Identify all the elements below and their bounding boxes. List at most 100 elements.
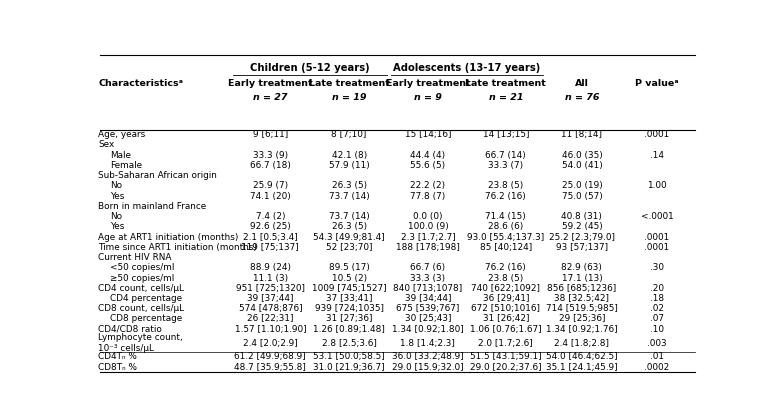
Text: 574 [478;876]: 574 [478;876] (239, 304, 302, 313)
Text: Age at ART1 initiation (months): Age at ART1 initiation (months) (98, 233, 239, 241)
Text: Female: Female (110, 161, 142, 170)
Text: 2.1 [0.5;3.4]: 2.1 [0.5;3.4] (243, 233, 298, 241)
Text: 2.4 [1.8;2.8]: 2.4 [1.8;2.8] (554, 339, 609, 347)
Text: .01: .01 (650, 352, 664, 361)
Text: 25.2 [2.3;79.0]: 25.2 [2.3;79.0] (549, 233, 615, 241)
Text: CD4 count, cells/μL: CD4 count, cells/μL (98, 284, 184, 293)
Text: 54.0 (41): 54.0 (41) (561, 161, 602, 170)
Text: .20: .20 (650, 284, 664, 293)
Text: Yes: Yes (110, 222, 124, 231)
Text: 188 [178;198]: 188 [178;198] (396, 243, 460, 252)
Text: Lymphocyte count,
10⁻³ cells/μL: Lymphocyte count, 10⁻³ cells/μL (98, 333, 183, 353)
Text: 9 [6;11]: 9 [6;11] (253, 130, 288, 139)
Text: 25.9 (7): 25.9 (7) (253, 181, 288, 190)
Text: 54.3 [49.9;81.4]: 54.3 [49.9;81.4] (313, 233, 385, 241)
Text: 840 [713;1078]: 840 [713;1078] (393, 284, 462, 293)
Text: Late treatment: Late treatment (308, 79, 390, 88)
Text: 40.8 (31): 40.8 (31) (561, 212, 602, 221)
Text: 1.00: 1.00 (647, 181, 667, 190)
Text: 11 [8;14]: 11 [8;14] (561, 130, 602, 139)
Text: n = 9: n = 9 (414, 93, 442, 102)
Text: 75.0 (57): 75.0 (57) (561, 192, 602, 201)
Text: Time since ART1 initiation (months): Time since ART1 initiation (months) (98, 243, 257, 252)
Text: 85 [40;124]: 85 [40;124] (480, 243, 532, 252)
Text: 7.4 (2): 7.4 (2) (256, 212, 285, 221)
Text: 23.8 (5): 23.8 (5) (489, 181, 523, 190)
Text: 29.0 [15.9;32.0]: 29.0 [15.9;32.0] (392, 362, 464, 372)
Text: 48.7 [35.9;55.8]: 48.7 [35.9;55.8] (234, 362, 306, 372)
Text: 74.1 (20): 74.1 (20) (250, 192, 291, 201)
Text: 14 [13;15]: 14 [13;15] (482, 130, 529, 139)
Text: 88.9 (24): 88.9 (24) (250, 263, 291, 272)
Text: 2.0 [1.7;2.6]: 2.0 [1.7;2.6] (478, 339, 533, 347)
Text: 44.4 (4): 44.4 (4) (410, 151, 445, 160)
Text: 856 [685;1236]: 856 [685;1236] (547, 284, 617, 293)
Text: .003: .003 (647, 339, 667, 347)
Text: 82.9 (63): 82.9 (63) (561, 263, 602, 272)
Text: ≥50 copies/ml: ≥50 copies/ml (110, 273, 174, 283)
Text: CD4Tₙ %: CD4Tₙ % (98, 352, 138, 361)
Text: CD8 count, cells/μL: CD8 count, cells/μL (98, 304, 185, 313)
Text: n = 21: n = 21 (489, 93, 523, 102)
Text: Characteristicsᵃ: Characteristicsᵃ (98, 79, 183, 88)
Text: 28.6 (6): 28.6 (6) (489, 222, 523, 231)
Text: 39 [37;44]: 39 [37;44] (247, 294, 294, 303)
Text: .0001: .0001 (645, 243, 669, 252)
Text: .18: .18 (650, 294, 664, 303)
Text: Male: Male (110, 151, 131, 160)
Text: .30: .30 (650, 263, 664, 272)
Text: 59.2 (45): 59.2 (45) (561, 222, 602, 231)
Text: 740 [622;1092]: 740 [622;1092] (472, 284, 540, 293)
Text: .02: .02 (650, 304, 664, 313)
Text: 73.7 (14): 73.7 (14) (329, 212, 369, 221)
Text: 15 [14;16]: 15 [14;16] (404, 130, 451, 139)
Text: 1.06 [0.76;1.67]: 1.06 [0.76;1.67] (470, 325, 542, 334)
Text: Current HIV RNA: Current HIV RNA (98, 253, 172, 262)
Text: 30 [25;43]: 30 [25;43] (404, 315, 451, 323)
Text: Adolescents (13-17 years): Adolescents (13-17 years) (393, 63, 540, 73)
Text: CD8 percentage: CD8 percentage (110, 315, 182, 323)
Text: Age, years: Age, years (98, 130, 145, 139)
Text: .14: .14 (650, 151, 664, 160)
Text: 26.3 (5): 26.3 (5) (332, 222, 366, 231)
Text: Sub-Saharan African origin: Sub-Saharan African origin (98, 171, 217, 180)
Text: 1009 [745;1527]: 1009 [745;1527] (312, 284, 386, 293)
Text: 29.0 [20.2;37.6]: 29.0 [20.2;37.6] (470, 362, 542, 372)
Text: 93 [57;137]: 93 [57;137] (556, 243, 608, 252)
Text: Yes: Yes (110, 192, 124, 201)
Text: 2.4 [2.0;2.9]: 2.4 [2.0;2.9] (243, 339, 298, 347)
Text: 71.4 (15): 71.4 (15) (485, 212, 526, 221)
Text: .0001: .0001 (645, 130, 669, 139)
Text: .10: .10 (650, 325, 664, 334)
Text: 714 [519.5;985]: 714 [519.5;985] (546, 304, 618, 313)
Text: 2.8 [2.5;3.6]: 2.8 [2.5;3.6] (322, 339, 376, 347)
Text: 23.8 (5): 23.8 (5) (489, 273, 523, 283)
Text: Late treatment: Late treatment (465, 79, 547, 88)
Text: 66.7 (14): 66.7 (14) (485, 151, 526, 160)
Text: 36.0 [33.2;48.9]: 36.0 [33.2;48.9] (392, 352, 464, 361)
Text: All: All (575, 79, 589, 88)
Text: No: No (110, 181, 122, 190)
Text: Sex: Sex (98, 140, 114, 150)
Text: 26.3 (5): 26.3 (5) (332, 181, 366, 190)
Text: No: No (110, 212, 122, 221)
Text: CD4 percentage: CD4 percentage (110, 294, 182, 303)
Text: 31.0 [21.9;36.7]: 31.0 [21.9;36.7] (313, 362, 385, 372)
Text: Children (5-12 years): Children (5-12 years) (250, 63, 370, 73)
Text: 77.8 (7): 77.8 (7) (410, 192, 445, 201)
Text: 38 [32.5;42]: 38 [32.5;42] (554, 294, 609, 303)
Text: 61.2 [49.9;68.9]: 61.2 [49.9;68.9] (234, 352, 306, 361)
Text: n = 19: n = 19 (332, 93, 366, 102)
Text: 66.7 (18): 66.7 (18) (250, 161, 291, 170)
Text: 33.3 (9): 33.3 (9) (253, 151, 288, 160)
Text: P valueᵃ: P valueᵃ (635, 79, 679, 88)
Text: 33.3 (7): 33.3 (7) (489, 161, 523, 170)
Text: 675 [539;767]: 675 [539;767] (397, 304, 460, 313)
Text: 8 [7;10]: 8 [7;10] (332, 130, 367, 139)
Text: 76.2 (16): 76.2 (16) (485, 192, 526, 201)
Text: 11.1 (3): 11.1 (3) (253, 273, 288, 283)
Text: 36 [29;41]: 36 [29;41] (482, 294, 529, 303)
Text: Early treatment: Early treatment (386, 79, 470, 88)
Text: 33.3 (3): 33.3 (3) (410, 273, 445, 283)
Text: 1.34 [0.92;1.80]: 1.34 [0.92;1.80] (392, 325, 464, 334)
